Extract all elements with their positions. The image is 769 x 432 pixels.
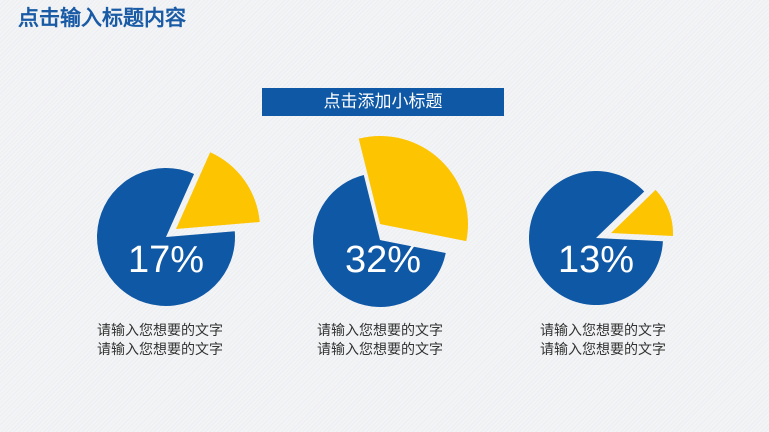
caption-line: 请输入您想要的文字 <box>97 341 223 357</box>
caption-line: 请输入您想要的文字 <box>540 322 666 338</box>
caption-block-2[interactable]: 请输入您想要的文字 请输入您想要的文字 <box>317 321 477 359</box>
pie-chart-1 <box>97 152 260 307</box>
subtitle-banner[interactable]: 点击添加小标题 <box>262 88 504 116</box>
pie-slice-highlight <box>358 135 468 242</box>
caption-line: 请输入您想要的文字 <box>317 322 443 338</box>
pie-chart-3 <box>528 170 674 305</box>
caption-block-1[interactable]: 请输入您想要的文字 请输入您想要的文字 <box>97 321 257 359</box>
pie-slice-highlight <box>611 189 674 237</box>
pie-slice-remainder <box>528 170 663 305</box>
pie-slice-remainder <box>312 174 446 308</box>
caption-line: 请输入您想要的文字 <box>540 341 666 357</box>
subtitle-banner-text[interactable]: 点击添加小标题 <box>323 92 443 111</box>
slide-title[interactable]: 点击输入标题内容 <box>18 7 186 30</box>
caption-block-3[interactable]: 请输入您想要的文字 请输入您想要的文字 <box>540 321 700 359</box>
pie-chart-2 <box>312 135 468 308</box>
pie-slice-remainder <box>97 168 236 307</box>
caption-line: 请输入您想要的文字 <box>97 322 223 338</box>
pie-value-label-3: 13% <box>557 239 635 281</box>
caption-line: 请输入您想要的文字 <box>317 341 443 357</box>
pie-value-label-1: 17% <box>127 239 205 281</box>
pie-value-label-2: 32% <box>344 239 422 281</box>
pie-slice-highlight <box>176 152 260 229</box>
